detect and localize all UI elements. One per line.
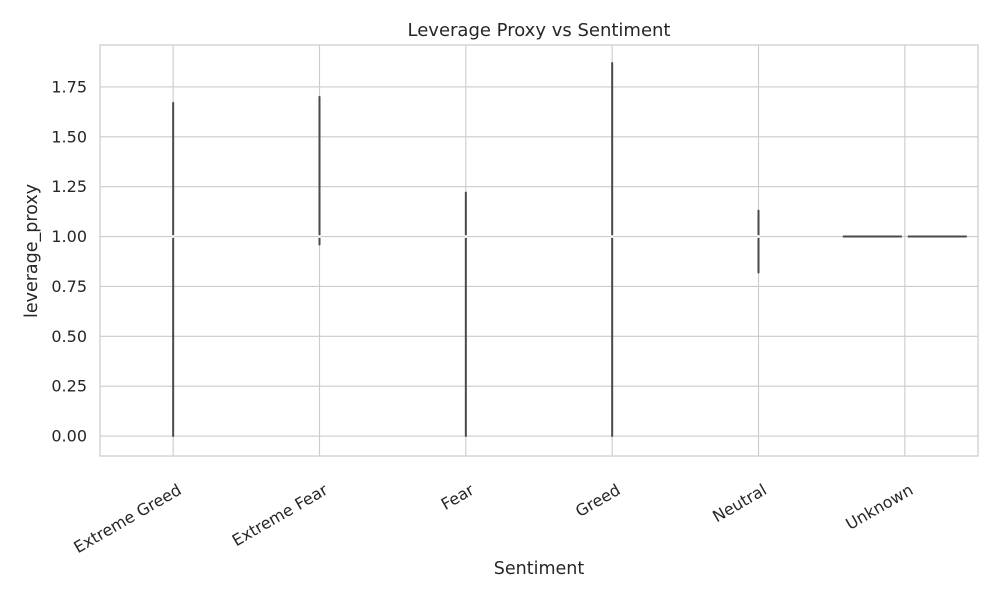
y-tick-labels: 0.00 0.25 0.50 0.75 1.00 1.25 1.50 1.75 (51, 77, 87, 445)
x-axis-title: Sentiment (494, 559, 585, 579)
y-tick-label: 0.75 (51, 277, 87, 296)
y-tick-label: 0.00 (51, 427, 87, 446)
y-tick-label: 0.50 (51, 327, 87, 346)
y-tick-label: 1.50 (51, 127, 87, 146)
violin-marks (171, 61, 967, 438)
chart-title: Leverage Proxy vs Sentiment (408, 20, 671, 41)
y-axis-title: leverage_proxy (22, 184, 42, 318)
y-tick-label: 1.25 (51, 177, 87, 196)
y-tick-label: 0.25 (51, 377, 87, 396)
y-tick-label: 1.00 (51, 227, 87, 246)
y-tick-label: 1.75 (51, 77, 87, 96)
plot-frame (99, 44, 979, 457)
